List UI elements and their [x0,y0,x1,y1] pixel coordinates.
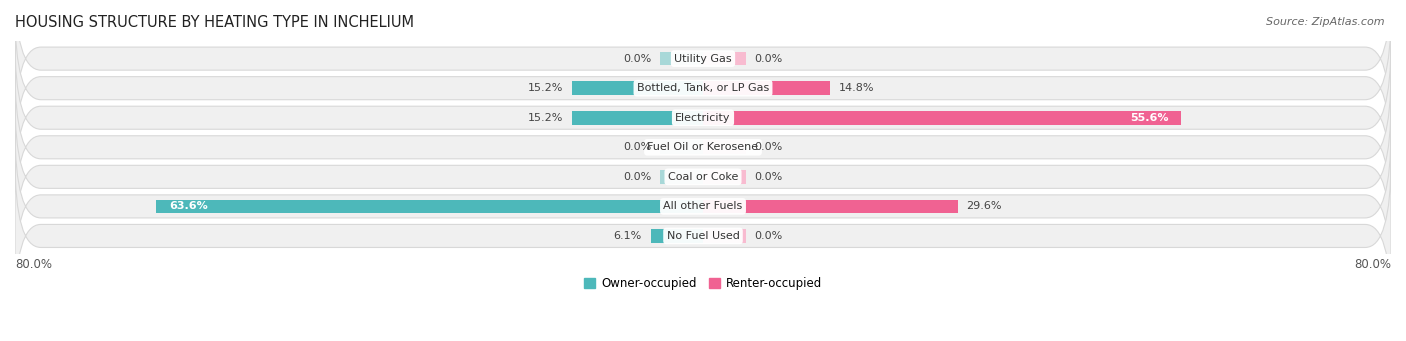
Bar [703,111,1181,124]
FancyBboxPatch shape [15,11,1391,165]
Bar [703,52,747,65]
Bar [156,199,703,213]
FancyBboxPatch shape [15,0,1391,136]
Text: 0.0%: 0.0% [755,172,783,182]
Bar [651,229,703,243]
Bar [572,111,703,124]
Bar [659,170,703,184]
Text: HOUSING STRUCTURE BY HEATING TYPE IN INCHELIUM: HOUSING STRUCTURE BY HEATING TYPE IN INC… [15,15,413,30]
FancyBboxPatch shape [15,41,1391,195]
Bar [659,140,703,154]
Text: 63.6%: 63.6% [169,202,208,211]
Text: Bottled, Tank, or LP Gas: Bottled, Tank, or LP Gas [637,83,769,93]
Bar [572,81,703,95]
FancyBboxPatch shape [15,129,1391,283]
Text: 80.0%: 80.0% [15,258,52,271]
FancyBboxPatch shape [15,159,1391,313]
Text: 0.0%: 0.0% [623,54,651,64]
Text: Utility Gas: Utility Gas [675,54,731,64]
Bar [659,52,703,65]
Bar [703,81,831,95]
Text: 0.0%: 0.0% [755,54,783,64]
Text: 6.1%: 6.1% [613,231,643,241]
Legend: Owner-occupied, Renter-occupied: Owner-occupied, Renter-occupied [579,272,827,295]
Text: 80.0%: 80.0% [1354,258,1391,271]
Bar [703,199,957,213]
Text: 0.0%: 0.0% [755,231,783,241]
Text: 14.8%: 14.8% [839,83,875,93]
Text: 15.2%: 15.2% [529,113,564,123]
Text: Fuel Oil or Kerosene: Fuel Oil or Kerosene [647,142,759,152]
Text: 0.0%: 0.0% [623,172,651,182]
Text: 15.2%: 15.2% [529,83,564,93]
FancyBboxPatch shape [15,70,1391,224]
Text: Coal or Coke: Coal or Coke [668,172,738,182]
Bar [703,229,747,243]
Text: All other Fuels: All other Fuels [664,202,742,211]
Text: 0.0%: 0.0% [755,142,783,152]
Bar [703,140,747,154]
FancyBboxPatch shape [15,100,1391,254]
Text: No Fuel Used: No Fuel Used [666,231,740,241]
Text: Source: ZipAtlas.com: Source: ZipAtlas.com [1267,17,1385,27]
Text: 0.0%: 0.0% [623,142,651,152]
Text: Electricity: Electricity [675,113,731,123]
Bar [703,170,747,184]
Text: 29.6%: 29.6% [966,202,1001,211]
Text: 55.6%: 55.6% [1130,113,1168,123]
